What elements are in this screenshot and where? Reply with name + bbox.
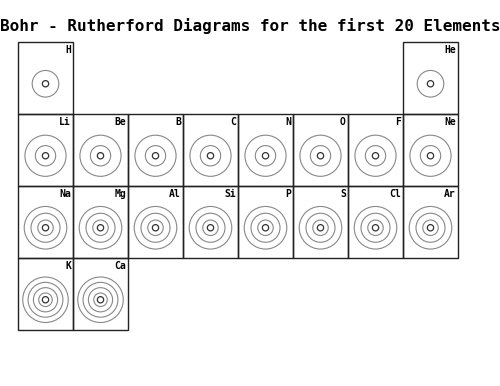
Ellipse shape <box>42 152 48 159</box>
Text: C: C <box>230 117 236 127</box>
Bar <box>18 186 73 258</box>
Text: Mg: Mg <box>114 189 126 199</box>
Text: He: He <box>444 45 456 55</box>
Ellipse shape <box>262 225 268 231</box>
Text: Al: Al <box>169 189 181 199</box>
Text: N: N <box>285 117 291 127</box>
Bar <box>238 186 293 258</box>
Ellipse shape <box>208 152 214 159</box>
Bar <box>18 114 73 186</box>
Ellipse shape <box>42 225 48 231</box>
Ellipse shape <box>42 81 48 87</box>
Ellipse shape <box>42 296 48 303</box>
Text: S: S <box>340 189 346 199</box>
Ellipse shape <box>208 225 214 231</box>
Bar <box>238 114 293 186</box>
Bar <box>293 186 348 258</box>
Bar <box>18 42 73 114</box>
Bar <box>183 186 238 258</box>
Bar <box>73 114 128 186</box>
Ellipse shape <box>152 152 158 159</box>
Text: Na: Na <box>60 189 71 199</box>
Ellipse shape <box>428 81 434 87</box>
Text: Ne: Ne <box>444 117 456 127</box>
Text: Ar: Ar <box>444 189 456 199</box>
Text: H: H <box>65 45 71 55</box>
Bar <box>183 114 238 186</box>
Ellipse shape <box>428 152 434 159</box>
Ellipse shape <box>262 152 268 159</box>
Bar <box>348 186 403 258</box>
Text: Be: Be <box>114 117 126 127</box>
Bar <box>73 186 128 258</box>
Bar <box>128 114 183 186</box>
Ellipse shape <box>98 225 103 231</box>
Bar <box>18 258 73 330</box>
Text: B: B <box>175 117 181 127</box>
Ellipse shape <box>98 296 103 303</box>
Ellipse shape <box>152 225 158 231</box>
Bar <box>348 114 403 186</box>
Bar <box>128 186 183 258</box>
Ellipse shape <box>98 152 103 159</box>
Text: K: K <box>65 261 71 271</box>
Text: Ca: Ca <box>114 261 126 271</box>
Text: Cl: Cl <box>389 189 401 199</box>
Text: Li: Li <box>60 117 71 127</box>
Text: P: P <box>285 189 291 199</box>
Ellipse shape <box>372 225 378 231</box>
Text: O: O <box>340 117 346 127</box>
Text: Si: Si <box>224 189 236 199</box>
Bar <box>293 114 348 186</box>
Bar <box>73 258 128 330</box>
Bar <box>403 186 458 258</box>
Ellipse shape <box>428 225 434 231</box>
Bar <box>403 42 458 114</box>
Text: F: F <box>395 117 401 127</box>
Bar <box>403 114 458 186</box>
Ellipse shape <box>318 152 324 159</box>
Text: Bohr - Rutherford Diagrams for the first 20 Elements: Bohr - Rutherford Diagrams for the first… <box>0 18 500 34</box>
Ellipse shape <box>372 152 378 159</box>
Ellipse shape <box>318 225 324 231</box>
